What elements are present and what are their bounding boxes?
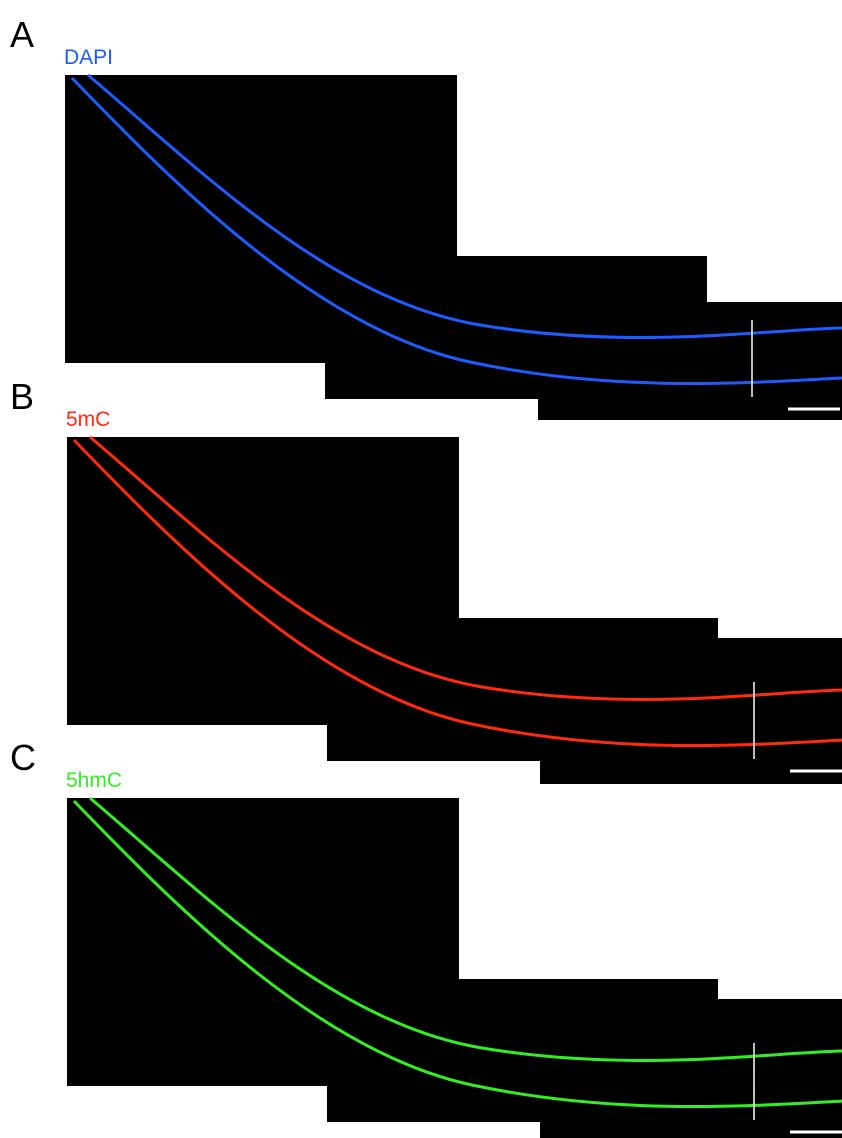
figure: A DAPI B 5mC C 5hmC	[0, 0, 842, 1138]
panel	[65, 75, 842, 420]
panel-letter: B	[10, 376, 34, 417]
panel	[67, 798, 842, 1138]
panel-letter: C	[10, 737, 36, 778]
panel-letter: A	[10, 14, 34, 55]
channel-label: DAPI	[64, 46, 113, 69]
channel-label: 5hmC	[66, 769, 122, 792]
channel-label: 5mC	[66, 408, 110, 431]
panel	[67, 437, 842, 784]
